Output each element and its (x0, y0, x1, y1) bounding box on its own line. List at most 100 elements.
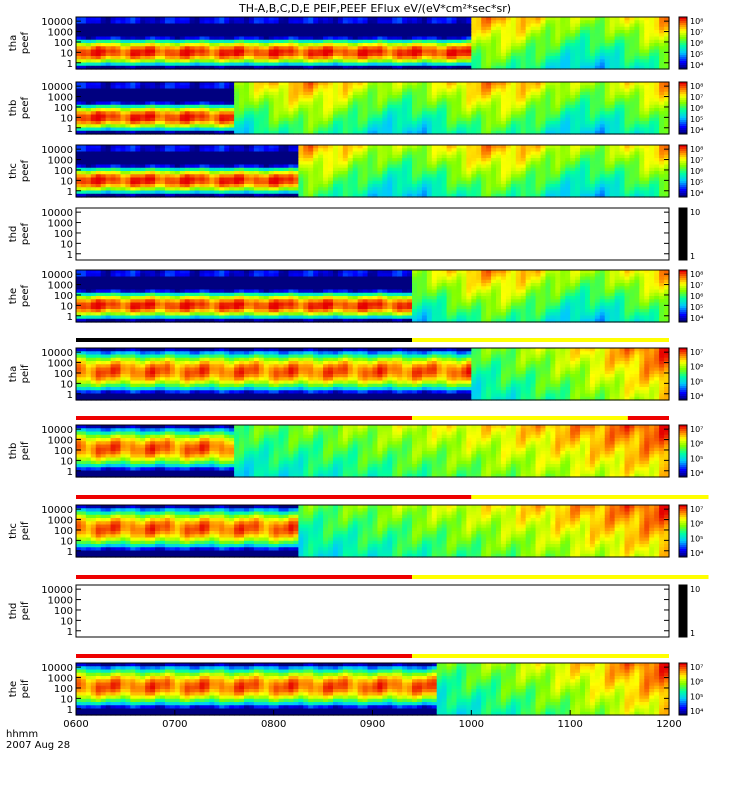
spectrogram-cell (431, 121, 438, 125)
spectrogram-cell (313, 121, 319, 125)
spectrogram-cell (258, 161, 265, 166)
spectrogram-cell (372, 30, 379, 34)
spectrogram-cell (377, 111, 383, 116)
spectrogram-cell (619, 117, 626, 122)
spectrogram-cell (145, 145, 151, 149)
spectrogram-cell (362, 52, 369, 57)
spectrogram-cell (609, 36, 616, 41)
spectrogram-cell (496, 17, 502, 21)
spectrogram-cell (219, 65, 225, 70)
spectrogram-cell (313, 20, 319, 25)
spectrogram-cell (471, 108, 477, 112)
spectrogram-cell (258, 88, 265, 93)
spectrogram-cell (580, 124, 586, 129)
spectrogram-cell (100, 184, 107, 188)
spectrogram-cell (565, 98, 571, 103)
spectrogram-cell (239, 124, 245, 129)
spectrogram-cell (244, 124, 250, 129)
spectrogram-cell (110, 23, 117, 28)
spectrogram-cell (362, 171, 369, 175)
spectrogram-cell (664, 117, 670, 122)
spectrogram-cell (555, 23, 561, 28)
spectrogram-cell (80, 114, 87, 119)
spectrogram-cell (639, 130, 645, 135)
y-tick-label: 1 (67, 124, 73, 135)
spectrogram-cell (115, 145, 122, 149)
spectrogram-cell (431, 91, 438, 96)
spectrogram-cell (604, 95, 611, 99)
spectrogram-cell (407, 56, 413, 60)
spectrogram-cell (436, 91, 443, 96)
spectrogram-cell (481, 130, 487, 135)
spectrogram-cell (525, 108, 532, 112)
spectrogram-cell (308, 101, 314, 106)
spectrogram-cell (634, 95, 640, 99)
spectrogram-cell (505, 46, 512, 51)
spectrogram-cell (293, 117, 299, 122)
spectrogram-cell (584, 43, 591, 47)
spectrogram-cell (580, 130, 586, 135)
spectrogram-cell (105, 161, 112, 166)
spectrogram-cell (95, 91, 102, 96)
spectrogram-cell (85, 127, 92, 132)
spectrogram-cell (486, 98, 492, 103)
spectrogram-cell (357, 148, 364, 153)
spectrogram-cell (515, 39, 522, 44)
spectrogram-cell (80, 91, 87, 96)
spectrogram-cell (100, 114, 107, 119)
spectrogram-cell (318, 104, 324, 109)
spectrogram-cell (337, 85, 344, 90)
spectrogram-cell (125, 193, 131, 198)
spectrogram-cell (377, 114, 383, 119)
spectrogram-cell (234, 104, 240, 109)
spectrogram-cell (535, 88, 542, 93)
spectrogram-cell (451, 114, 458, 119)
spectrogram-cell (278, 23, 285, 28)
spectrogram-cell (451, 91, 458, 96)
spectrogram-cell (614, 43, 621, 47)
spectrogram-cell (244, 180, 250, 185)
spectrogram-cell (268, 184, 275, 188)
spectrogram-cell (342, 180, 349, 185)
spectrogram-cell (540, 30, 547, 34)
spectrogram-cell (184, 36, 191, 41)
spectrogram-cell (505, 62, 512, 67)
spectrogram-cell (125, 36, 131, 41)
spectrogram-cell (634, 30, 640, 34)
spectrogram-cell (589, 85, 596, 90)
spectrogram-cell (219, 145, 225, 149)
spectrogram-cell (416, 117, 423, 122)
spectrogram-cell (298, 62, 304, 67)
spectrogram-cell (407, 98, 413, 103)
spectrogram-cell (357, 36, 364, 41)
spectrogram-cell (248, 111, 255, 116)
spectrogram-cell (496, 30, 502, 34)
spectrogram-cell (145, 117, 151, 122)
spectrogram-cell (580, 36, 586, 41)
spectrogram-cell (520, 62, 527, 67)
spectrogram-cell (456, 130, 463, 135)
spectrogram-cell (431, 26, 438, 31)
spectrogram-cell (179, 98, 186, 103)
spectrogram-cell (589, 39, 596, 44)
spectrogram-cell (135, 190, 141, 195)
spectrogram-cell (204, 171, 211, 175)
spectrogram-cell (387, 49, 393, 54)
spectrogram-cell (382, 114, 388, 119)
spectrogram-cell (332, 49, 339, 54)
spectrogram-cell (303, 121, 309, 125)
spectrogram-cell (298, 59, 304, 64)
spectrogram-cell (184, 148, 191, 153)
spectrogram-cell (283, 145, 290, 149)
colorbar-tick-label: 10⁴ (690, 61, 703, 70)
spectrogram-cell (560, 104, 566, 109)
spectrogram-cell (278, 121, 285, 125)
spectrogram-cell (347, 184, 354, 188)
spectrogram-cell (357, 158, 364, 162)
spectrogram-cell (115, 49, 122, 54)
spectrogram-cell (179, 114, 186, 119)
spectrogram-cell (540, 82, 547, 86)
spectrogram-cell (555, 127, 561, 132)
spectrogram-cell (288, 164, 295, 169)
spectrogram-cell (570, 33, 576, 38)
